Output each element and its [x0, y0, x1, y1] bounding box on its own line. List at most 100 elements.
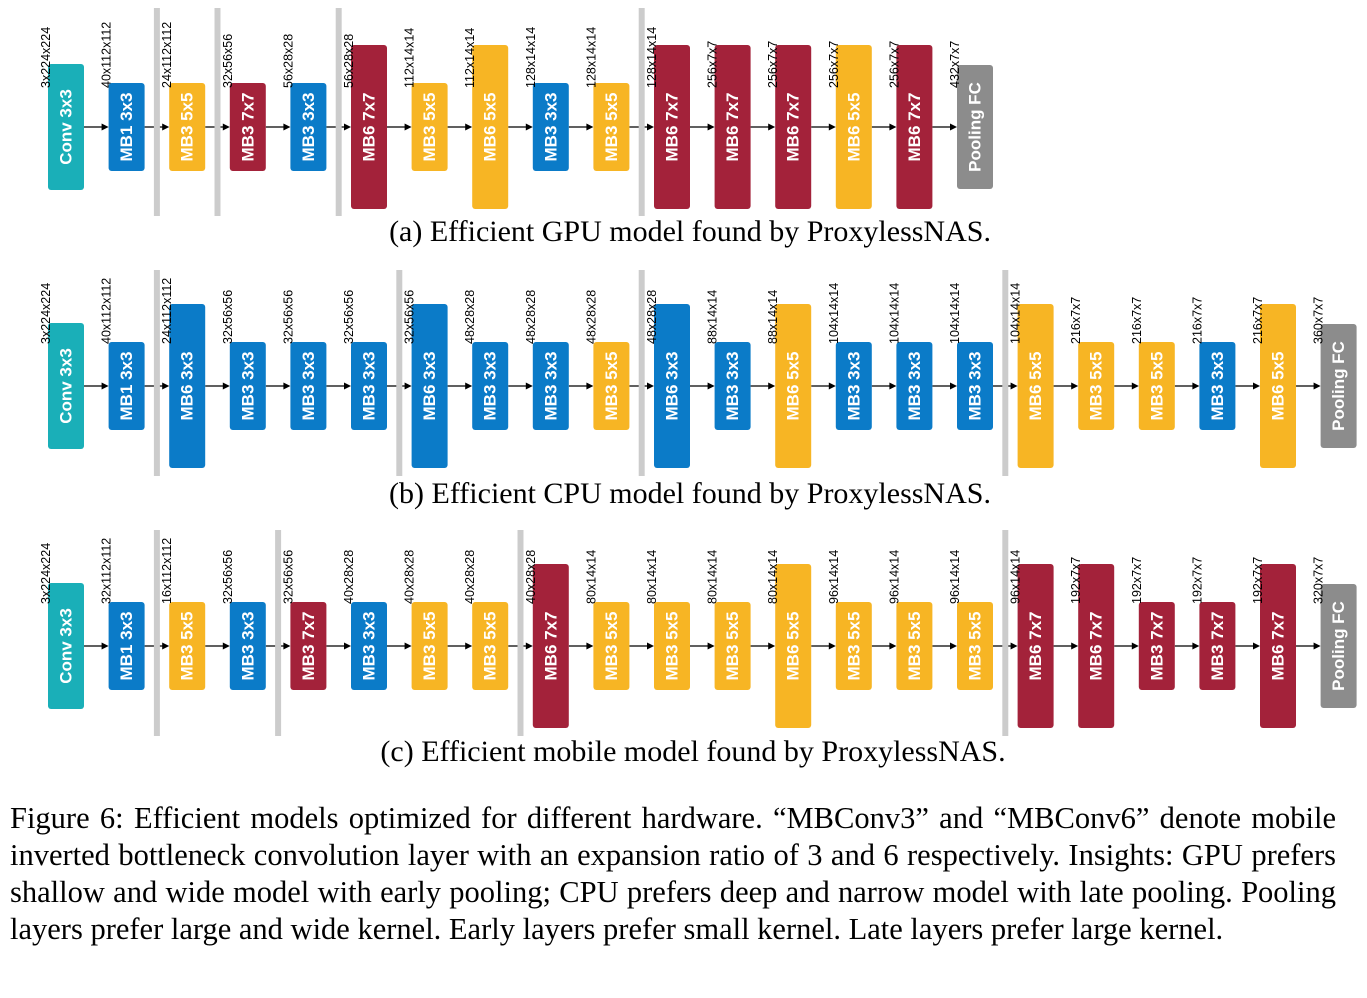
- tensor-dim-label: 96x14x14: [887, 550, 901, 604]
- tensor-dim-label: 56x28x28: [342, 34, 356, 88]
- layer-block-label: MB6 3x3: [663, 352, 682, 421]
- layer-block-box: [654, 304, 690, 468]
- layer-block-box: [1078, 342, 1115, 430]
- tensor-dim-label: 112x14x14: [403, 28, 417, 88]
- tensor-dim-label: 80x14x14: [706, 550, 720, 604]
- layer-block-label: MB3 5x5: [844, 612, 863, 681]
- tensor-dim-label: 128x14x14: [584, 27, 598, 88]
- arrow-head-icon: [768, 642, 776, 650]
- tensor-dim-label: 192x7x7: [1251, 557, 1265, 604]
- arrow-head-icon: [525, 123, 533, 131]
- downsample-bar: [638, 8, 645, 216]
- caption-panel-a: (a) Efficient GPU model found by Proxyle…: [389, 215, 991, 248]
- layer-block-label: MB6 5x5: [1269, 352, 1288, 421]
- layer-block: MB3 7x7: [229, 83, 266, 171]
- arrow-head-icon: [586, 382, 594, 390]
- tensor-dim-label: 48x28x28: [463, 290, 477, 344]
- layer-block-box: [896, 342, 933, 430]
- layer-block: MB3 5x5: [835, 602, 872, 690]
- layer-block-label: MB3 7x7: [299, 612, 318, 681]
- arrow-head-icon: [101, 642, 109, 650]
- layer-block-label: Conv 3x3: [57, 348, 76, 424]
- layer-block-box: [290, 602, 327, 690]
- layer-block-box: [775, 45, 812, 209]
- arrow-head-icon: [768, 382, 776, 390]
- arrow-head-icon: [283, 382, 291, 390]
- tensor-dim-label: 96x14x14: [1009, 550, 1023, 604]
- layer-block-box: [411, 602, 448, 690]
- layer-block-box: [48, 323, 84, 449]
- layer-block: MB3 7x7: [1199, 602, 1236, 690]
- layer-block: MB3 3x3: [290, 83, 327, 171]
- arrow-head-icon: [828, 642, 836, 650]
- arrow-head-icon: [950, 382, 957, 390]
- tensor-dim-label: 104x14x14: [948, 283, 962, 344]
- arrow-head-icon: [1253, 642, 1260, 650]
- tensor-dim-label: 216x7x7: [1130, 297, 1144, 344]
- layer-block-box: [108, 83, 145, 171]
- layer-block: MB3 3x3: [532, 342, 569, 430]
- layer-block-box: [472, 45, 509, 209]
- layer-block-box: [1320, 584, 1357, 708]
- arrow-head-icon: [404, 382, 412, 390]
- layer-block: Pooling FC: [957, 65, 993, 189]
- arrow-head-icon: [525, 642, 533, 650]
- layer-block: MB6 7x7: [896, 45, 933, 209]
- arrow-head-icon: [647, 382, 654, 390]
- layer-block-label: MB3 3x3: [481, 352, 500, 421]
- layer-block-box: [108, 342, 145, 430]
- tensor-dim-label: 56x28x28: [281, 34, 295, 88]
- tensor-dim-label: 192x7x7: [1069, 557, 1083, 604]
- layer-block-label: MB3 5x5: [723, 612, 742, 681]
- tensor-dim-label: 104x14x14: [827, 283, 841, 344]
- layer-block-label: MB3 5x5: [905, 612, 924, 681]
- layer-block: MB3 3x3: [351, 602, 387, 690]
- layer-block-box: [593, 342, 630, 430]
- layer-block-label: MB6 7x7: [723, 93, 742, 162]
- downsample-bar: [1002, 530, 1009, 736]
- tensor-dim-label: 432x7x7: [948, 41, 962, 88]
- tensor-dim-label: 80x14x14: [766, 550, 780, 604]
- tensor-dim-label: 32x56x56: [221, 290, 235, 344]
- layer-block-label: MB3 7x7: [1208, 612, 1227, 681]
- tensor-dim-label: 40x28x28: [463, 550, 477, 604]
- tensor-dim-label: 256x7x7: [766, 41, 780, 88]
- layer-block-box: [48, 64, 84, 190]
- arrow-head-icon: [404, 123, 412, 131]
- tensor-dim-label: 32x56x56: [281, 290, 295, 344]
- downsample-bar: [153, 530, 160, 736]
- layer-block: MB3 3x3: [957, 342, 993, 430]
- layer-block-label: MB3 5x5: [178, 612, 197, 681]
- layer-block: MB3 5x5: [714, 602, 751, 690]
- layer-block-label: MB3 3x3: [360, 612, 379, 681]
- layer-block-label: MB3 3x3: [844, 352, 863, 421]
- downsample-bar: [153, 270, 160, 476]
- layer-block-label: MB3 5x5: [602, 612, 621, 681]
- arrow-head-icon: [950, 642, 957, 650]
- arrow-head-icon: [828, 382, 836, 390]
- layer-block: MB6 7x7: [1260, 564, 1296, 728]
- tensor-dim-label: 48x28x28: [524, 290, 538, 344]
- panel-cpu-model: Conv 3x3 MB1 3x3 MB6 3x3 MB3 3x3 MB3 3x3 MB3 …: [39, 270, 1357, 476]
- layer-block-box: [775, 304, 812, 468]
- layer-block-label: MB3 7x7: [238, 93, 257, 162]
- layer-block-box: [351, 45, 387, 209]
- layer-block-label: MB3 5x5: [966, 612, 985, 681]
- tensor-dim-label: 32x56x56: [342, 290, 356, 344]
- layer-block-box: [472, 602, 509, 690]
- layer-block-box: [108, 602, 145, 690]
- tensor-dim-label: 104x14x14: [887, 283, 901, 344]
- layer-block: MB6 5x5: [1260, 304, 1296, 468]
- arrow-head-icon: [525, 382, 533, 390]
- tensor-dim-label: 32x112x112: [100, 538, 114, 604]
- layer-block-box: [835, 45, 872, 209]
- arrow-head-icon: [1010, 642, 1018, 650]
- tensor-dim-label: 3x224x224: [39, 27, 53, 88]
- arrow-head-icon: [222, 382, 230, 390]
- layer-block: MB6 5x5: [775, 564, 812, 728]
- layer-block: MB3 5x5: [411, 602, 448, 690]
- arrow-head-icon: [647, 123, 654, 131]
- layer-block: MB3 5x5: [169, 83, 206, 171]
- layer-block: MB3 3x3: [290, 342, 327, 430]
- layer-block-label: Conv 3x3: [57, 608, 76, 684]
